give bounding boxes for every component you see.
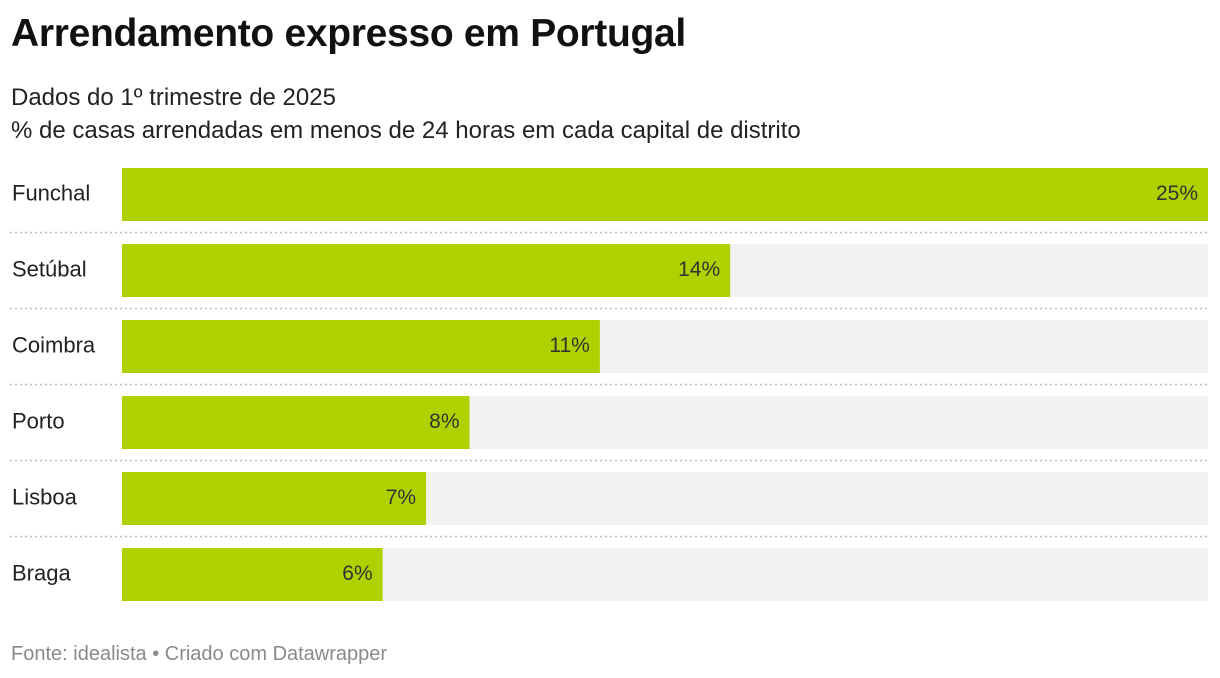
category-label-braga: Braga <box>12 560 71 585</box>
bar-lisboa <box>122 472 427 525</box>
category-label-lisboa: Lisboa <box>12 484 78 509</box>
source-footer: Fonte: idealista • Criado com Datawrappe… <box>11 643 388 665</box>
chart-subtitle-line-2: % de casas arrendadas em menos de 24 hor… <box>11 117 801 144</box>
value-label-coimbra: 11% <box>549 334 589 357</box>
value-label-setubal: 14% <box>678 258 720 281</box>
bar-chart: Funchal 25% Setúbal 14% Coimbra 11% Porto 8% Lis… <box>10 168 1208 601</box>
bar-setubal <box>122 244 731 297</box>
bar-funchal <box>122 168 1208 221</box>
value-label-lisboa: 7% <box>386 486 416 509</box>
chart-title: Arrendamento expresso em Portugal <box>11 12 686 55</box>
value-label-braga: 6% <box>342 562 372 585</box>
category-label-coimbra: Coimbra <box>12 332 96 357</box>
value-label-funchal: 25% <box>1156 182 1198 205</box>
bar-coimbra <box>122 320 600 373</box>
value-label-porto: 8% <box>429 410 459 433</box>
category-label-funchal: Funchal <box>12 180 90 205</box>
bar-porto <box>122 396 470 449</box>
bar-braga <box>122 548 383 601</box>
chart-subtitle-line-1: Dados do 1º trimestre de 2025 <box>11 84 336 111</box>
category-label-porto: Porto <box>12 408 65 433</box>
category-label-setubal: Setúbal <box>12 256 87 281</box>
